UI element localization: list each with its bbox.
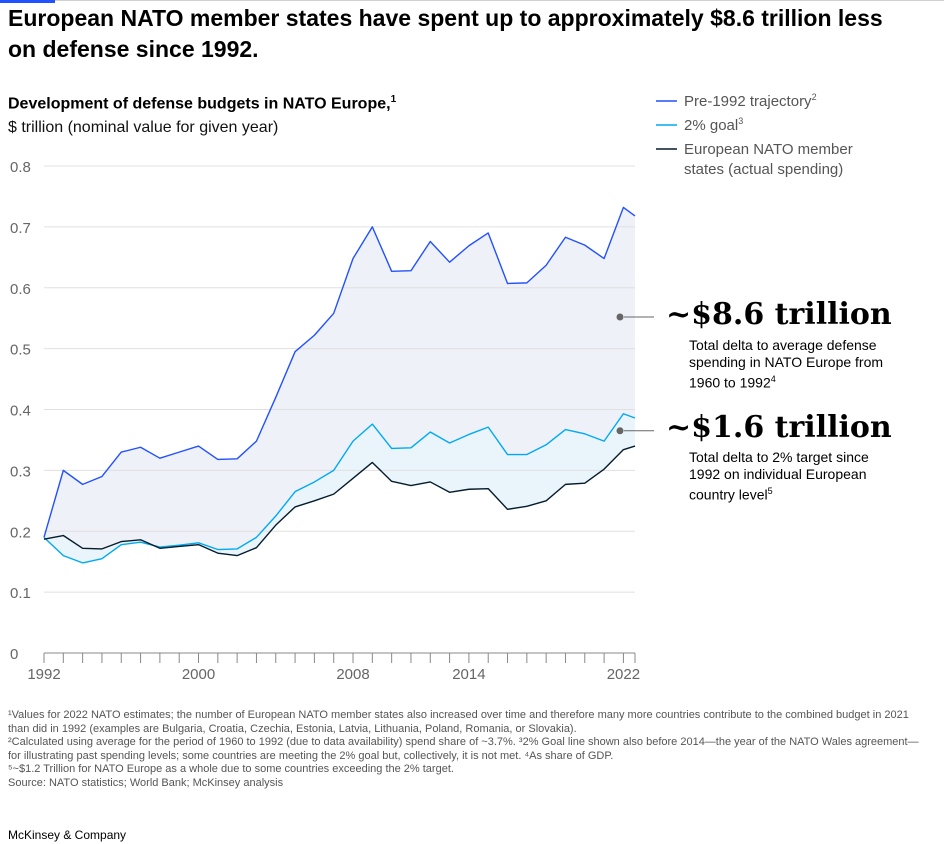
series-line-0 xyxy=(43,206,636,538)
top-rule xyxy=(0,0,944,3)
footnote-5: ⁵~$1.2 Trillion for NATO Europe as a who… xyxy=(8,763,454,776)
y-tick-label: 0.7 xyxy=(10,220,31,237)
y-tick-label: 0.8 xyxy=(10,159,31,176)
chart-units: $ trillion (nominal value for given year… xyxy=(8,119,279,136)
area-gap-pre1992 xyxy=(44,207,635,563)
brand-logo-text: McKinsey & Company xyxy=(8,828,127,842)
x-tick-label: 2008 xyxy=(336,666,369,683)
series-line-2 xyxy=(43,445,636,557)
y-tick-label: 0.6 xyxy=(10,281,31,298)
chart-subtitle: Development of defense budgets in NATO E… xyxy=(8,94,396,113)
line-chart: 0 0.1 0.2 0.3 0.4 0.5 0.6 0.7 0.8 1992 2000 2008 201… xyxy=(10,92,853,683)
legend-label-0: Pre-1992 trajectory2 xyxy=(684,92,817,110)
area-gap-goal xyxy=(44,413,635,563)
y-tick-label: 0.3 xyxy=(10,463,31,480)
y-tick-label: 0.1 xyxy=(10,585,31,602)
y-tick-label: 0.5 xyxy=(10,342,31,359)
annotation-8-6-value: ~$8.6 trillion xyxy=(666,297,892,332)
footnote-2: ²Calculated using average for the period… xyxy=(8,736,919,762)
annotation-1-6-text: Total delta to 2% target since 1992 on i… xyxy=(689,449,869,503)
series-line-1 xyxy=(43,413,636,564)
annotation-8-6-note: 4 xyxy=(770,374,776,384)
source-note: Source: NATO statistics; World Bank; McK… xyxy=(8,776,284,789)
chart-subtitle-note: 1 xyxy=(390,94,397,105)
y-tick-label: 0 xyxy=(10,646,18,663)
y-tick-label: 0.4 xyxy=(10,403,31,420)
legend-label-2: European NATO member states (actual spend… xyxy=(684,141,853,178)
accent-bar xyxy=(0,0,55,3)
annotation-8-6-text: Total delta to average defense spending … xyxy=(689,337,884,391)
annotation-1-6-value: ~$1.6 trillion xyxy=(666,410,892,445)
annotation-1-6-note: 5 xyxy=(767,486,773,496)
annotation-1-6-desc: Total delta to 2% target since 1992 on i… xyxy=(689,449,869,504)
footnote-1: ¹Values for 2022 NATO estimates; the num… xyxy=(8,709,909,735)
x-tick-label: 2014 xyxy=(452,666,485,683)
annotation-8-6-desc: Total delta to average defense spending … xyxy=(689,337,889,392)
annotation-dot-1 xyxy=(616,427,624,435)
legend-label-1: 2% goal3 xyxy=(684,116,743,134)
headline: European NATO member states have spent u… xyxy=(8,5,883,62)
x-tick-label: 2022 xyxy=(607,666,640,683)
annotation-dot-0 xyxy=(616,313,624,321)
x-tick-label: 2000 xyxy=(182,666,215,683)
y-tick-label: 0.2 xyxy=(10,524,31,541)
x-tick-label: 1992 xyxy=(27,666,60,683)
chart-subtitle-text: Development of defense budgets in NATO E… xyxy=(8,95,391,113)
footnotes: ¹Values for 2022 NATO estimates; the num… xyxy=(8,709,928,791)
